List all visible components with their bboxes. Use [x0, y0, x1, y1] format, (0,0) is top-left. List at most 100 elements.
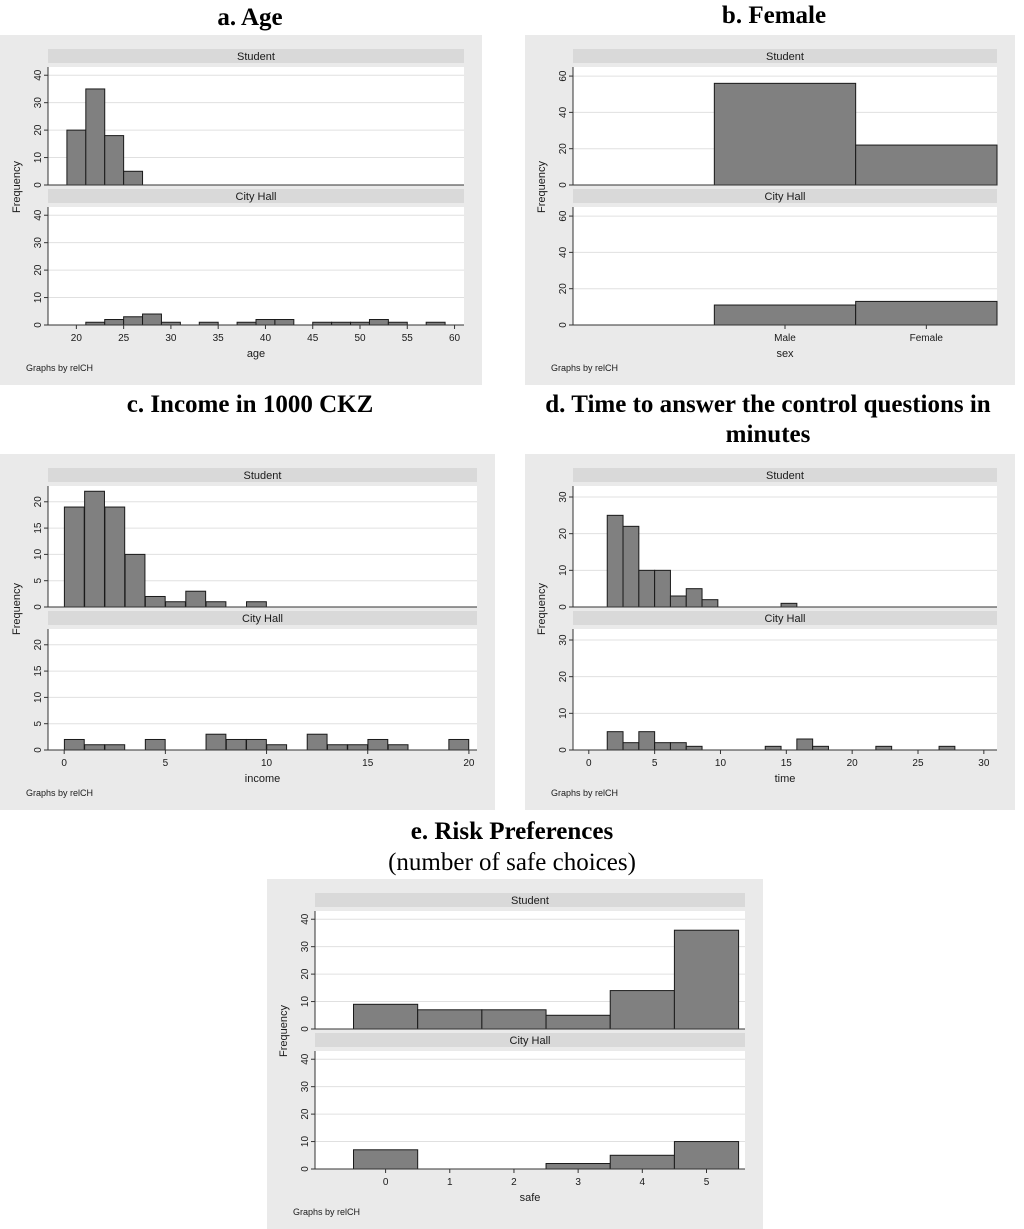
chart-income: Student 0 5 10 15 20 City Hall 0 5 10 15 20 0 5 10 15 20…	[0, 454, 495, 810]
histogram-bar	[685, 745, 703, 751]
histogram-bar	[545, 1163, 611, 1170]
x-tick-label: 1	[447, 1177, 453, 1188]
histogram-bar	[84, 490, 105, 608]
y-axis-title: Frequency	[11, 161, 23, 213]
panel-strip	[573, 49, 997, 63]
x-tick-label: Female	[910, 333, 944, 344]
histogram-bar	[205, 601, 227, 608]
x-tick-label: 5	[163, 758, 169, 769]
y-tick-label: 20	[558, 528, 569, 540]
panel-label: Student	[766, 470, 804, 482]
histogram-bar	[225, 738, 247, 751]
histogram-bar	[347, 744, 369, 751]
histogram-bar	[701, 599, 719, 608]
y-tick-label: 15	[33, 522, 44, 534]
figure-title-income: c. Income in 1000 CKZ	[126, 391, 374, 418]
histogram-bar	[796, 738, 814, 751]
x-tick-label: 4	[640, 1177, 646, 1188]
graph-note: Graphs by relCH	[293, 1207, 360, 1217]
panel-label: Student	[237, 51, 275, 63]
panel-strip	[315, 893, 745, 907]
y-tick-label: 0	[33, 604, 44, 610]
plot-area	[48, 207, 464, 325]
y-tick-label: 5	[33, 577, 44, 583]
x-tick-label: 55	[402, 333, 414, 344]
y-tick-label: 30	[300, 941, 311, 953]
x-tick-label: 30	[978, 758, 990, 769]
y-tick-label: 10	[558, 564, 569, 576]
y-tick-label: 20	[558, 283, 569, 295]
histogram-bar	[85, 88, 106, 186]
y-tick-label: 10	[33, 691, 44, 703]
y-tick-label: 20	[33, 639, 44, 651]
graph-note: Graphs by relCH	[26, 788, 93, 798]
figure-title-female: b. Female	[721, 2, 827, 29]
x-tick-label: 45	[307, 333, 319, 344]
x-tick-label: 0	[383, 1177, 389, 1188]
histogram-bar	[246, 738, 267, 751]
histogram-bar	[669, 595, 687, 608]
panel-label: Student	[766, 51, 804, 63]
histogram-bar	[606, 514, 624, 608]
histogram-bar	[713, 82, 857, 186]
histogram-bar	[609, 990, 675, 1030]
histogram-bar	[144, 738, 166, 751]
x-tick-label: 5	[652, 758, 658, 769]
histogram-bar	[855, 300, 998, 326]
y-tick-label: 20	[300, 968, 311, 980]
y-tick-label: 0	[558, 182, 569, 188]
y-tick-label: 20	[558, 143, 569, 155]
x-tick-label: 10	[261, 758, 273, 769]
x-axis-title: safe	[520, 1192, 541, 1204]
histogram-bar	[855, 144, 998, 186]
x-tick-label: 20	[463, 758, 475, 769]
y-tick-label: 0	[558, 747, 569, 753]
graph-note: Graphs by relCH	[551, 788, 618, 798]
y-tick-label: 30	[558, 634, 569, 646]
plot-area	[573, 629, 997, 750]
y-tick-label: 30	[33, 97, 44, 109]
panel-strip	[573, 468, 997, 482]
y-axis-title: Frequency	[11, 583, 23, 635]
x-axis-title: time	[775, 773, 796, 785]
x-tick-label: 30	[165, 333, 177, 344]
histogram-bar	[622, 525, 640, 608]
x-axis-title: age	[247, 348, 265, 360]
y-tick-label: 40	[300, 1053, 311, 1065]
panel-label: City Hall	[242, 613, 283, 625]
histogram-bar	[654, 569, 671, 608]
y-tick-label: 40	[300, 913, 311, 925]
x-tick-label: 15	[362, 758, 374, 769]
histogram-bar	[669, 742, 687, 751]
histogram-bar	[353, 1003, 419, 1030]
chart-risk: Student 0 10 20 30 40 City Hall 0 10 20 30 40 0 1 2 3 4 5…	[267, 879, 763, 1229]
x-axis-title: income	[245, 773, 280, 785]
x-tick-label: 60	[449, 333, 461, 344]
figure-subtitle-risk: (number of safe choices)	[388, 849, 636, 876]
histogram-bar	[812, 745, 829, 751]
histogram-bar	[417, 1009, 483, 1030]
y-tick-label: 5	[33, 720, 44, 726]
y-tick-label: 0	[300, 1166, 311, 1172]
x-tick-label: 25	[912, 758, 924, 769]
histogram-bar	[104, 506, 126, 608]
histogram-bar	[66, 129, 87, 186]
histogram-bar	[123, 316, 144, 326]
x-tick-label: 5	[704, 1177, 710, 1188]
histogram-bar	[353, 1149, 419, 1170]
y-tick-label: 0	[300, 1026, 311, 1032]
panel-label: Student	[244, 470, 282, 482]
y-tick-label: 10	[33, 152, 44, 164]
histogram-bar	[205, 733, 227, 751]
histogram-bar	[387, 744, 409, 751]
figure-title-age: a. Age	[217, 4, 283, 31]
histogram-bar	[84, 744, 105, 751]
y-tick-label: 30	[33, 237, 44, 249]
histogram-bar	[622, 742, 640, 751]
x-tick-label: 10	[715, 758, 727, 769]
y-tick-label: 40	[33, 209, 44, 221]
y-tick-label: 40	[33, 69, 44, 81]
panel-label: City Hall	[765, 191, 806, 203]
y-tick-label: 0	[33, 182, 44, 188]
y-tick-label: 30	[558, 491, 569, 503]
